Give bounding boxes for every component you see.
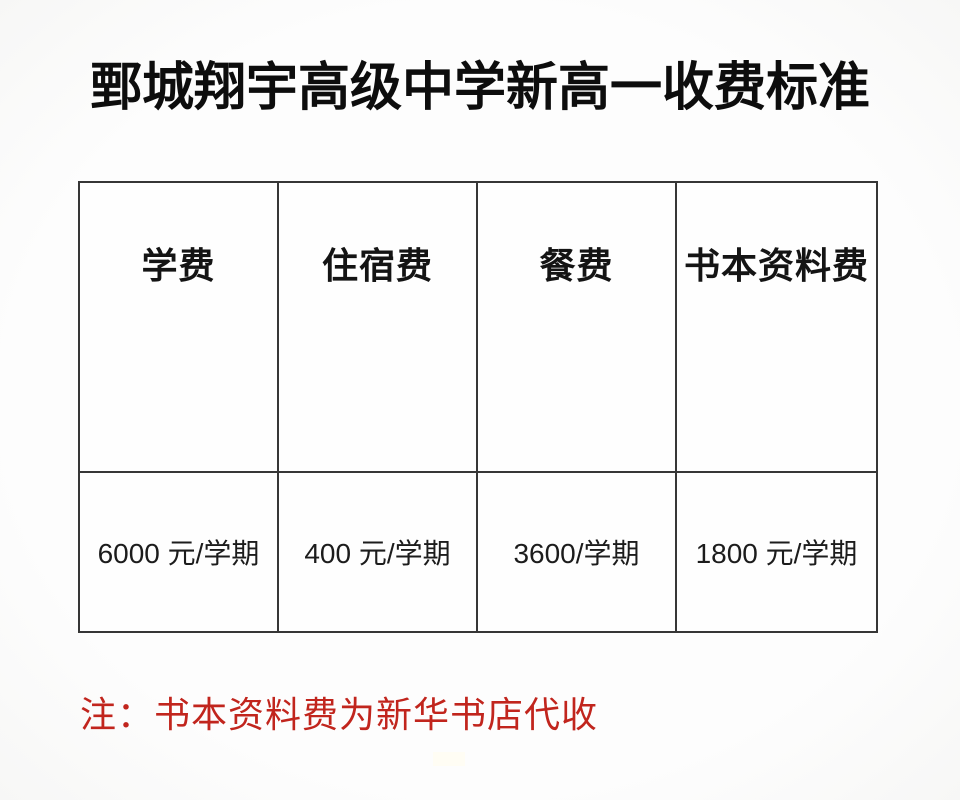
value-cell-books: 1800 元/学期 <box>695 538 858 569</box>
header-cell-tuition: 学费 <box>80 183 279 473</box>
header-cell-meals: 餐费 <box>478 183 677 473</box>
header-cell-books: 书本资料费 <box>677 183 876 473</box>
header-cell-accommodation: 住宿费 <box>279 183 478 473</box>
page-title: 鄄城翔宇高级中学新高一收费标准 <box>89 60 870 117</box>
value-cell-meals: 3600/学期 <box>478 473 677 631</box>
fee-table: 学费 住宿费 餐费 书本资料费 6000 元/学期 400 元/学期 3600/… <box>78 181 878 633</box>
value-cell-tuition: 6000 元/学期 <box>80 473 279 631</box>
footnote: 注：书本资料费为新华书店代收 <box>80 695 599 735</box>
value-cell-accommodation: 400 元/学期 <box>279 473 478 631</box>
watermark-remnant <box>433 752 465 766</box>
